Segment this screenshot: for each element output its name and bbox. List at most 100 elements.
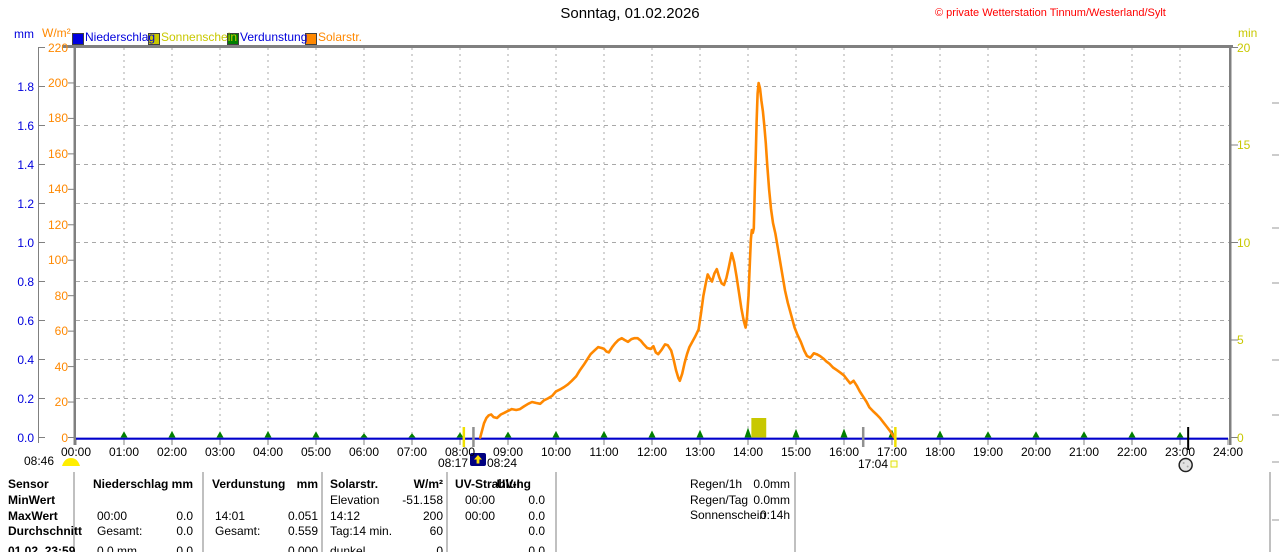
table-cell-label: 0.0 mm xyxy=(97,544,138,552)
axis-mm-tick-label: 0.4 xyxy=(17,352,34,367)
axis-wm2-tick-label: 40 xyxy=(54,359,68,374)
time-tick-label: 05:00 xyxy=(300,445,332,459)
table-cell-label: 14:01 xyxy=(215,508,246,523)
dawn-time-label: 08:17 xyxy=(437,456,468,470)
table-cell-label: Elevation xyxy=(330,493,380,507)
time-tick-label: 13:00 xyxy=(684,445,716,459)
table-cell-value: 0.0 xyxy=(528,524,545,538)
time-tick-label: 22:00 xyxy=(1116,445,1148,459)
legend-swatch-solarstr xyxy=(305,33,317,45)
time-tick-label: 08:00 xyxy=(444,445,476,459)
table-cell-label: Gesamt: xyxy=(215,524,261,538)
table-row-label: MinWert xyxy=(8,493,56,507)
table-col-header: UV-Strahlung xyxy=(455,477,532,491)
axis-mm-tick-label: 0.0 xyxy=(17,430,34,445)
time-tick-label: 23:00 xyxy=(1164,445,1196,459)
summary-label: Regen/1h xyxy=(690,477,743,491)
moonset-time-label: 08:46 xyxy=(24,454,55,468)
axis-wm2-tick-label: 0 xyxy=(61,430,68,445)
time-tick-label: 15:00 xyxy=(780,445,812,459)
axis-min-tick-label: 0 xyxy=(1237,430,1244,445)
table-cell-value: 0.0 xyxy=(176,544,193,552)
axis-mm-tick-label: 1.4 xyxy=(17,157,34,172)
table-col-unit: W/m² xyxy=(413,477,443,491)
legend-swatch-verdunstung xyxy=(227,33,239,45)
time-tick-label: 01:00 xyxy=(108,445,140,459)
table-row-header: Sensor xyxy=(8,477,49,491)
legend-label: Niederschlag xyxy=(85,30,156,44)
table-cell-label: 00:00 xyxy=(465,508,496,523)
table-row-label: Durchschnitt xyxy=(8,524,83,538)
time-tick-label: 09:00 xyxy=(492,445,524,459)
time-tick-label: 10:00 xyxy=(540,445,572,459)
time-tick-label: 21:00 xyxy=(1068,445,1100,459)
axis-wm2-tick-label: 160 xyxy=(47,146,68,161)
table-cell-label: 14:12 xyxy=(330,508,361,523)
axis-unit-min: min xyxy=(1238,26,1258,40)
axis-wm2-tick-label: 60 xyxy=(54,324,68,339)
table-col-header: Solarstr. xyxy=(330,477,379,491)
table-cell-label: Tag:14 min. xyxy=(330,524,393,538)
axis-min-tick-label: 20 xyxy=(1237,40,1251,55)
table-cell-label: dunkel xyxy=(330,544,366,552)
axis-mm-tick-label: 0.6 xyxy=(17,313,34,328)
time-tick-label: 20:00 xyxy=(1020,445,1052,459)
time-tick-label: 24:00 xyxy=(1212,445,1244,459)
table-cell-value: -51.158 xyxy=(402,493,443,507)
axis-min-tick-label: 15 xyxy=(1237,138,1251,152)
axis-wm2-tick-label: 200 xyxy=(47,75,68,90)
time-tick-label: 17:00 xyxy=(876,445,908,459)
time-tick-label: 11:00 xyxy=(589,445,619,459)
time-tick-label: 02:00 xyxy=(156,445,188,459)
table-cell-value: 0.0 xyxy=(176,508,193,523)
time-tick-label: 19:00 xyxy=(972,445,1004,459)
time-tick-label: 18:00 xyxy=(924,445,956,459)
time-tick-label: 12:00 xyxy=(636,445,668,459)
table-cell-label: 00:00 xyxy=(465,493,496,507)
time-tick-label: 03:00 xyxy=(204,445,236,459)
table-cell-value: 60 xyxy=(429,524,443,538)
summary-label: Regen/Tag xyxy=(690,492,749,507)
legend-label: Verdunstung xyxy=(240,30,308,44)
axis-mm-tick-label: 1.2 xyxy=(17,196,34,211)
axis-wm2-tick-label: 20 xyxy=(54,395,68,410)
time-tick-label: 06:00 xyxy=(348,445,380,459)
legend-swatch-sonnenschein xyxy=(148,33,160,45)
table-cell-value: 0.0 xyxy=(528,508,545,523)
table-cell-label: Gesamt: xyxy=(97,524,143,538)
table-cell-value: 0.051 xyxy=(287,508,318,523)
legend-label: Sonnenschein xyxy=(161,30,238,44)
axis-wm2-tick-label: 140 xyxy=(47,182,68,197)
axis-mm-tick-label: 0.2 xyxy=(17,391,34,406)
table-row-label: 01.02. 23:59 xyxy=(8,544,76,552)
table-col-header: Verdunstung xyxy=(212,477,286,491)
axis-wm2-tick-label: 120 xyxy=(47,217,68,232)
summary-label: Sonnenschein xyxy=(690,508,767,522)
sunset-icon xyxy=(890,460,898,468)
table-cell-value: 0.0 xyxy=(528,544,545,552)
axis-wm2-tick-label: 80 xyxy=(54,288,68,303)
axis-wm2-tick-label: 100 xyxy=(47,253,68,268)
axis-wm2-tick-label: 220 xyxy=(47,40,68,55)
axis-mm-tick-label: 1.6 xyxy=(17,118,34,133)
time-tick-label: 16:00 xyxy=(828,445,860,459)
sunrise-icon xyxy=(470,453,486,466)
summary-value: 0:14h xyxy=(759,508,790,522)
axis-mm-tick-label: 1.0 xyxy=(17,235,34,250)
legend-swatch-niederschlag xyxy=(72,33,84,45)
table-col-unit: mm xyxy=(296,477,318,491)
axis-unit-wm2: W/m² xyxy=(42,26,71,40)
axis-mm-tick-label: 1.8 xyxy=(17,79,34,94)
axis-unit-mm: mm xyxy=(14,27,34,41)
table-cell-value: 200 xyxy=(422,508,443,523)
table-cell-value: 0.0 xyxy=(176,524,193,538)
axis-min-tick-label: 5 xyxy=(1237,333,1244,347)
time-tick-label: 00:00 xyxy=(60,445,92,459)
moon-icon xyxy=(1178,457,1193,473)
axis-mm-tick-label: 0.8 xyxy=(17,274,34,289)
table-cell-value: 0 xyxy=(436,544,443,552)
table-row-label: MaxWert xyxy=(8,508,58,523)
